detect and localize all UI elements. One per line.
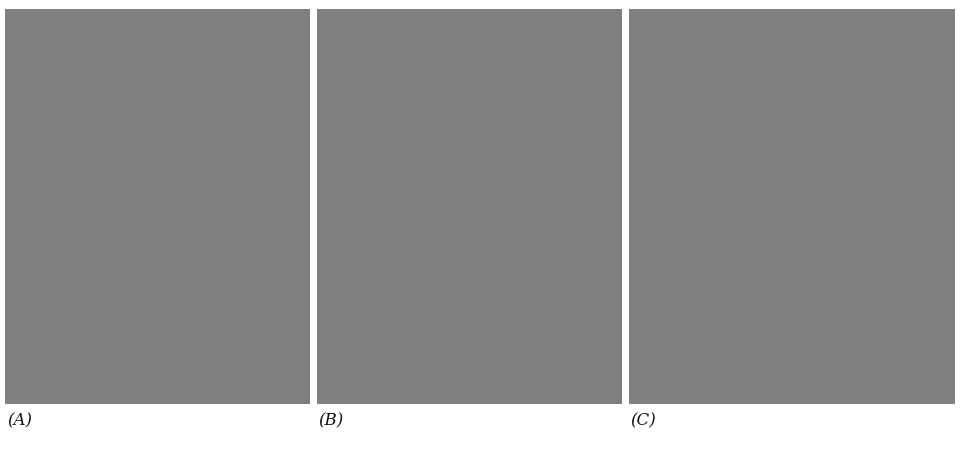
Text: (A): (A) (8, 412, 33, 429)
Text: (C): (C) (631, 412, 657, 429)
Text: (B): (B) (319, 412, 344, 429)
